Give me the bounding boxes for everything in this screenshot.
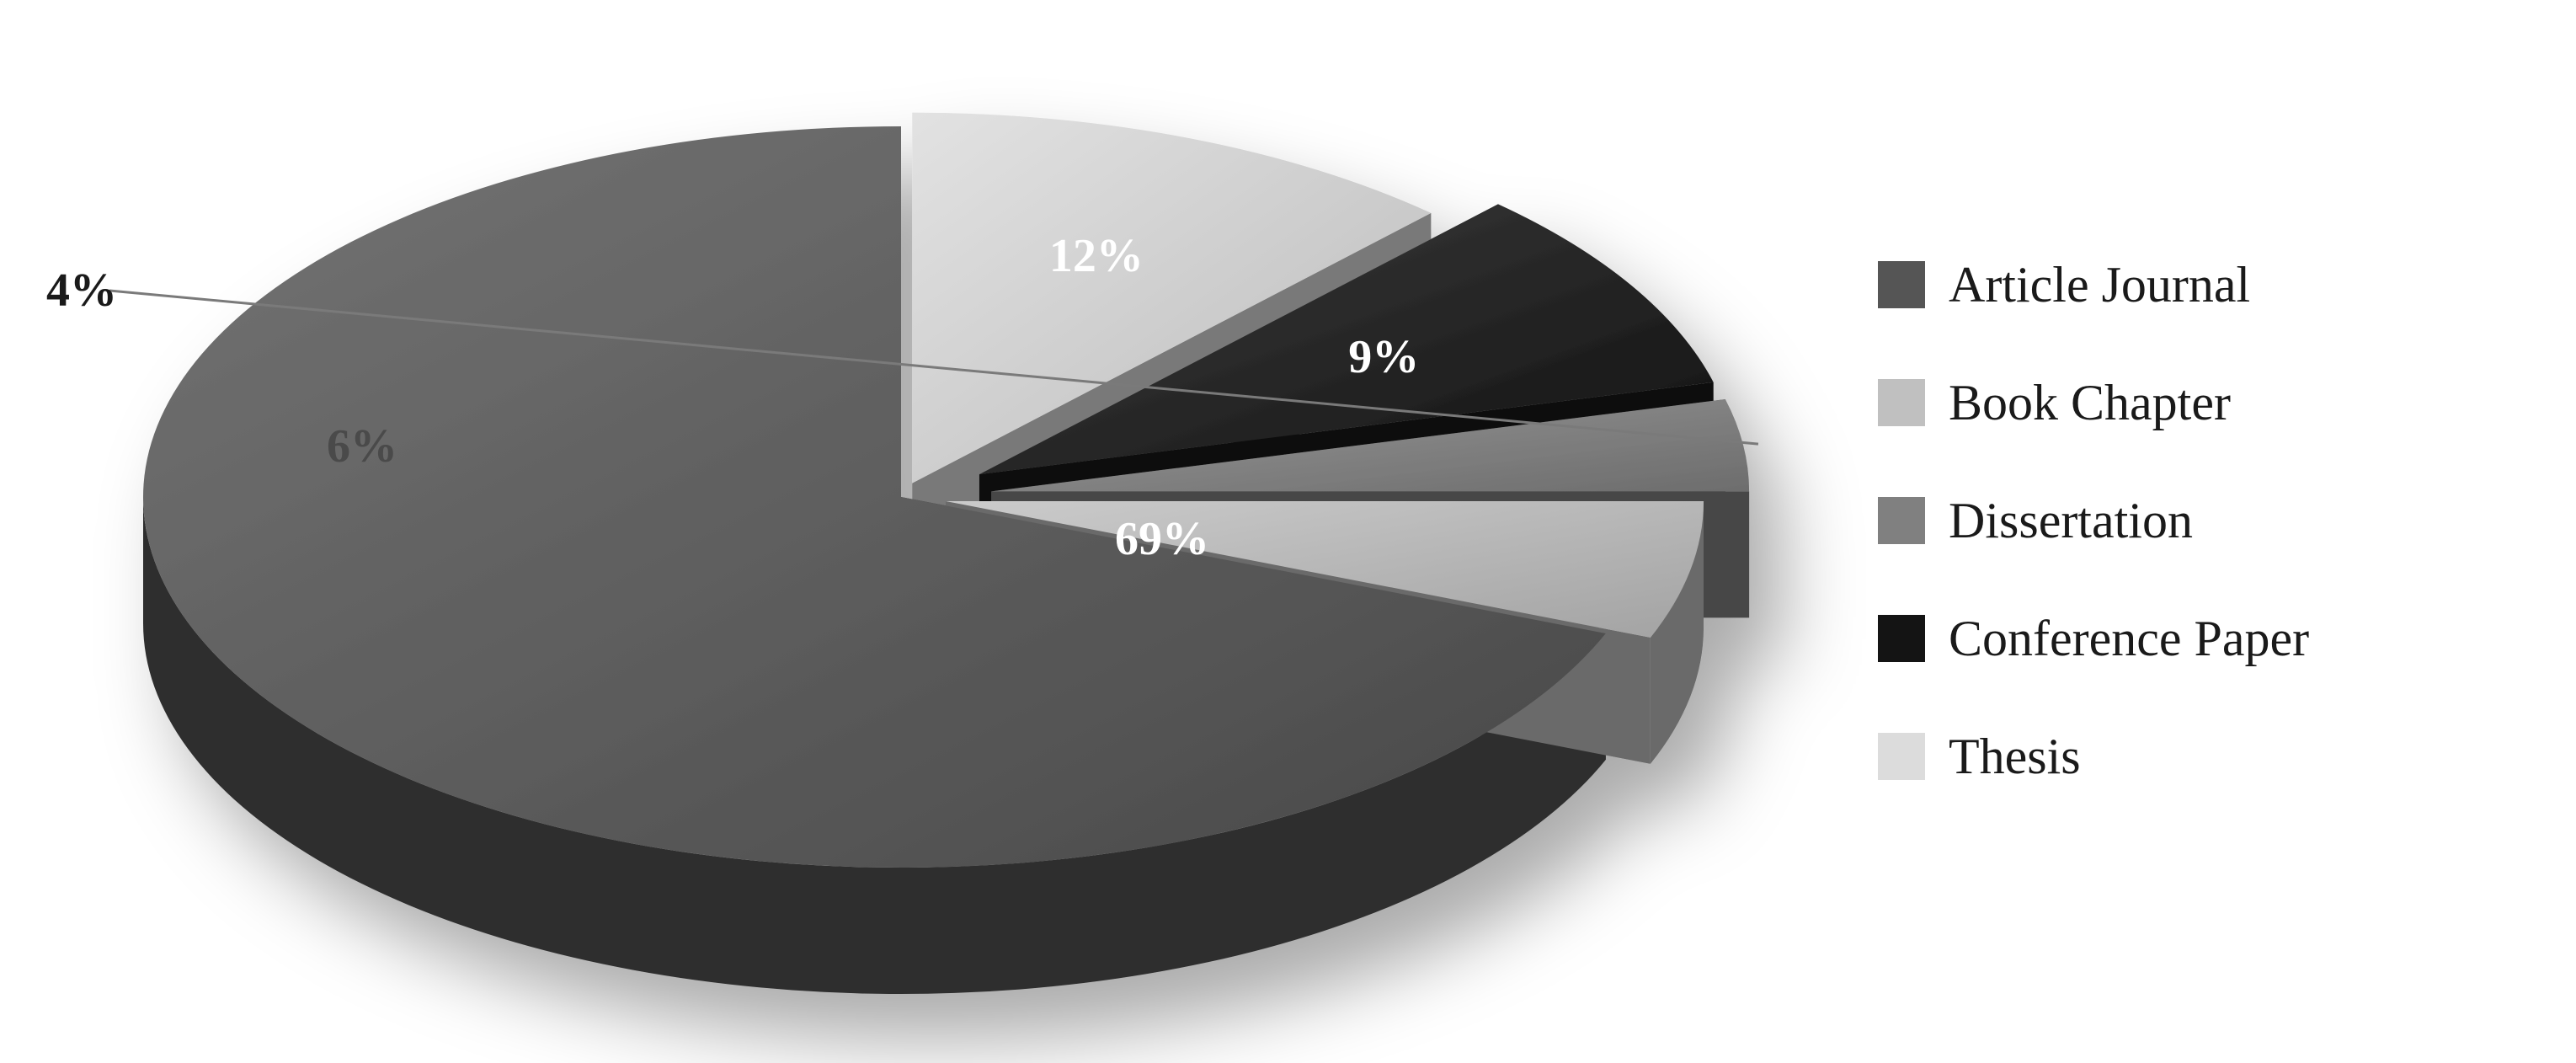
legend-item: Article Journal	[1878, 261, 2309, 308]
legend-label: Conference Paper	[1949, 610, 2309, 668]
legend-swatch	[1878, 615, 1925, 662]
legend-item: Thesis	[1878, 733, 2309, 780]
legend-swatch	[1878, 733, 1925, 780]
legend-label: Dissertation	[1949, 492, 2193, 550]
legend-label: Thesis	[1949, 728, 2081, 786]
slice-value-label: 69%	[1115, 512, 1209, 566]
slice-value-label: 6%	[327, 419, 397, 473]
slice-value-label: 12%	[1049, 229, 1144, 283]
slice-value-label: 9%	[1348, 330, 1419, 384]
legend-label: Book Chapter	[1949, 374, 2231, 432]
legend-swatch	[1878, 261, 1925, 308]
legend-item: Dissertation	[1878, 497, 2309, 544]
pie-chart-3d: 69% 6% 4% 9% 12% Article Journal Book Chapter…	[0, 0, 2576, 1063]
legend: Article Journal Book Chapter Dissertation C…	[1878, 261, 2309, 780]
slice-value-label: 4%	[46, 264, 117, 318]
legend-swatch	[1878, 379, 1925, 426]
legend-swatch	[1878, 497, 1925, 544]
legend-label: Article Journal	[1949, 256, 2250, 314]
legend-item: Book Chapter	[1878, 379, 2309, 426]
legend-item: Conference Paper	[1878, 615, 2309, 662]
